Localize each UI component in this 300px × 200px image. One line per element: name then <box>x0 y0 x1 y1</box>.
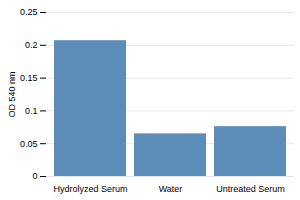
svg-text:Hydrolyzed Serum: Hydrolyzed Serum <box>53 184 127 194</box>
svg-text:0.15: 0.15 <box>20 73 38 83</box>
svg-text:Water: Water <box>159 184 183 194</box>
svg-text:0.25: 0.25 <box>20 7 38 17</box>
svg-text:0.2: 0.2 <box>25 40 38 50</box>
svg-text:0: 0 <box>32 171 37 181</box>
svg-text:OD 540 nm: OD 540 nm <box>7 71 17 117</box>
svg-text:0.1: 0.1 <box>25 106 38 116</box>
svg-text:Untreated Serum: Untreated Serum <box>216 184 285 194</box>
svg-text:0.05: 0.05 <box>20 139 38 149</box>
